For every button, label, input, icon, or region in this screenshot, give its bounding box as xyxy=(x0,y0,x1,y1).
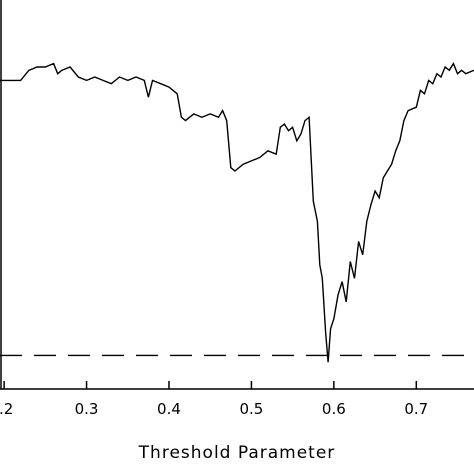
x-tick-label: 0.6 xyxy=(322,400,346,418)
x-tick-label: .2 xyxy=(0,400,13,418)
x-tick-label: 0.7 xyxy=(404,400,428,418)
x-axis-title: Threshold Parameter xyxy=(138,443,336,463)
axes xyxy=(0,0,474,390)
x-tick-label: 0.3 xyxy=(75,400,99,418)
series-line xyxy=(0,62,474,363)
series-group xyxy=(0,62,474,363)
x-ticks: .2 0.3 0.4 0.5 0.6 0.7 xyxy=(0,381,428,418)
x-tick-label: 0.4 xyxy=(157,400,181,418)
x-tick-label: 0.5 xyxy=(239,400,263,418)
